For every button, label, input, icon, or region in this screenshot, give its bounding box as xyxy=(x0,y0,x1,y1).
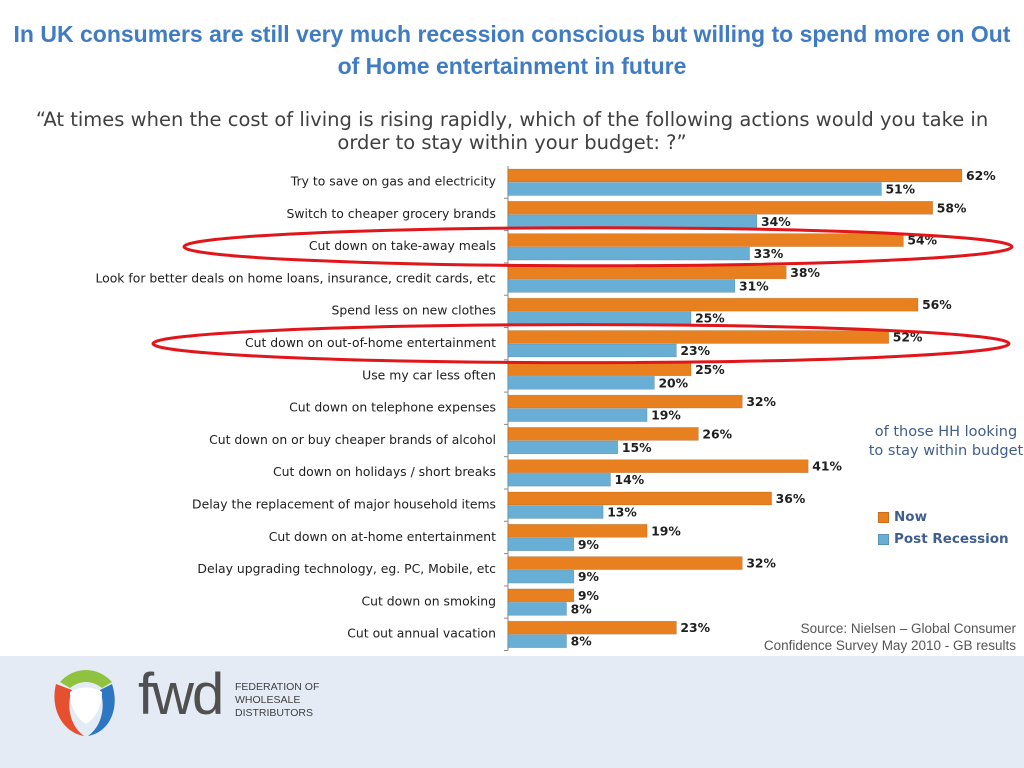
bar-now xyxy=(507,201,934,215)
bar-post-recession xyxy=(507,408,648,422)
value-label-post-recession: 8% xyxy=(571,601,593,616)
bar-post-recession xyxy=(507,537,575,552)
value-label-now: 19% xyxy=(651,523,681,538)
org-name-line-1: FEDERATION OF xyxy=(235,681,320,693)
value-label-now: 25% xyxy=(695,362,725,377)
bar-post-recession xyxy=(507,214,758,229)
value-label-post-recession: 15% xyxy=(622,440,652,455)
fwd-emblem-icon xyxy=(54,670,115,736)
value-label-now: 32% xyxy=(746,394,776,409)
value-label-now: 62% xyxy=(966,168,996,183)
survey-question: “At times when the cost of living is ris… xyxy=(35,108,989,154)
value-label-now: 58% xyxy=(937,200,967,215)
bar-now xyxy=(507,330,890,344)
bar-now xyxy=(507,362,692,377)
value-label-post-recession: 19% xyxy=(651,408,681,423)
bar-now xyxy=(507,427,699,441)
bar-now xyxy=(507,394,743,409)
bar-post-recession xyxy=(507,246,750,261)
category-label: Try to save on gas and electricity xyxy=(290,174,496,189)
value-label-post-recession: 31% xyxy=(739,278,769,293)
value-label-post-recession: 9% xyxy=(578,537,600,552)
logo-wordmark: fwd xyxy=(138,662,224,727)
value-label-post-recession: 14% xyxy=(615,472,645,487)
highlight-ring xyxy=(151,323,1011,365)
value-label-post-recession: 25% xyxy=(695,311,725,326)
bar-post-recession xyxy=(507,472,611,487)
bar-post-recession xyxy=(507,279,736,293)
org-name-line-2: WHOLESALE xyxy=(235,694,301,706)
value-label-now: 23% xyxy=(680,620,710,635)
category-label: Cut down on smoking xyxy=(362,593,497,608)
org-name-line-3: DISTRIBUTORS xyxy=(235,707,313,719)
value-label-post-recession: 9% xyxy=(578,569,600,584)
value-label-post-recession: 34% xyxy=(761,214,791,229)
category-label: Delay the replacement of major household… xyxy=(192,497,496,512)
bar-now xyxy=(507,588,575,603)
legend-swatch-now xyxy=(878,511,889,523)
category-label: Look for better deals on home loans, ins… xyxy=(95,270,496,285)
bar-now xyxy=(507,233,904,247)
bar-now xyxy=(507,523,648,538)
value-label-now: 41% xyxy=(812,459,842,474)
fwd-logo: fwd xyxy=(46,660,246,740)
bar-now xyxy=(507,297,919,312)
category-label: Use my car less often xyxy=(362,367,496,382)
category-label: Cut down on or buy cheaper brands of alc… xyxy=(209,432,496,447)
bar-post-recession xyxy=(507,569,575,584)
category-label: Cut down on out-of-home entertainment xyxy=(245,335,496,350)
bar-now xyxy=(507,620,677,635)
category-label: Cut down on at-home entertainment xyxy=(269,529,496,544)
source-line-2: Confidence Survey May 2010 - GB results xyxy=(763,638,1016,653)
category-label: Cut out annual vacation xyxy=(347,626,496,641)
value-label-post-recession: 20% xyxy=(658,375,688,390)
legend-item-post-recession: Post Recession xyxy=(878,531,1009,547)
bar-now xyxy=(507,491,772,506)
value-label-now: 9% xyxy=(578,588,600,603)
bar-post-recession xyxy=(507,440,619,455)
value-label-now: 36% xyxy=(776,491,806,506)
bar-now xyxy=(507,265,787,280)
category-label: Switch to cheaper grocery brands xyxy=(287,206,496,221)
value-label-now: 26% xyxy=(702,426,732,441)
bar-post-recession xyxy=(507,634,567,649)
category-label: Cut down on take-away meals xyxy=(309,238,496,253)
value-label-post-recession: 13% xyxy=(607,505,637,520)
value-label-post-recession: 8% xyxy=(571,634,593,649)
bar-post-recession xyxy=(507,343,677,358)
highlight-ring xyxy=(182,226,1014,268)
legend-item-now: Now xyxy=(878,509,1009,525)
legend-swatch-post-recession xyxy=(878,533,889,545)
bar-post-recession xyxy=(507,602,567,616)
bar-post-recession xyxy=(507,182,882,196)
bar-now xyxy=(507,459,809,474)
category-label: Cut down on telephone expenses xyxy=(289,400,496,415)
org-name: FEDERATION OF WHOLESALE DISTRIBUTORS xyxy=(235,681,355,720)
value-label-post-recession: 33% xyxy=(754,246,784,261)
source-line-1: Source: Nielsen – Global Consumer xyxy=(800,621,1016,636)
legend-label-post-recession: Post Recession xyxy=(894,531,1009,547)
bar-post-recession xyxy=(507,505,604,519)
category-label: Cut down on holidays / short breaks xyxy=(273,464,496,479)
footer-band: fwd FEDERATION OF WHOLESALE DISTRIBUTORS xyxy=(0,656,1024,768)
bar-now xyxy=(507,556,743,570)
bar-now xyxy=(507,168,963,183)
source-citation: Source: Nielsen – Global Consumer Confid… xyxy=(764,620,1016,654)
value-label-post-recession: 23% xyxy=(680,343,710,358)
slide-headline: In UK consumers are still very much rece… xyxy=(13,21,1011,79)
category-label: Spend less on new clothes xyxy=(332,303,496,318)
legend-label-now: Now xyxy=(894,509,928,525)
value-label-now: 32% xyxy=(746,556,776,571)
bar-post-recession xyxy=(507,311,692,326)
value-label-now: 38% xyxy=(790,265,820,280)
chart-note: of those HH looking to stay within budge… xyxy=(868,424,1024,459)
category-label: Delay upgrading technology, eg. PC, Mobi… xyxy=(197,561,496,576)
value-label-post-recession: 51% xyxy=(885,182,915,197)
value-label-now: 56% xyxy=(922,297,952,312)
bar-post-recession xyxy=(507,375,655,390)
chart-legend: Now Post Recession xyxy=(878,509,1009,553)
